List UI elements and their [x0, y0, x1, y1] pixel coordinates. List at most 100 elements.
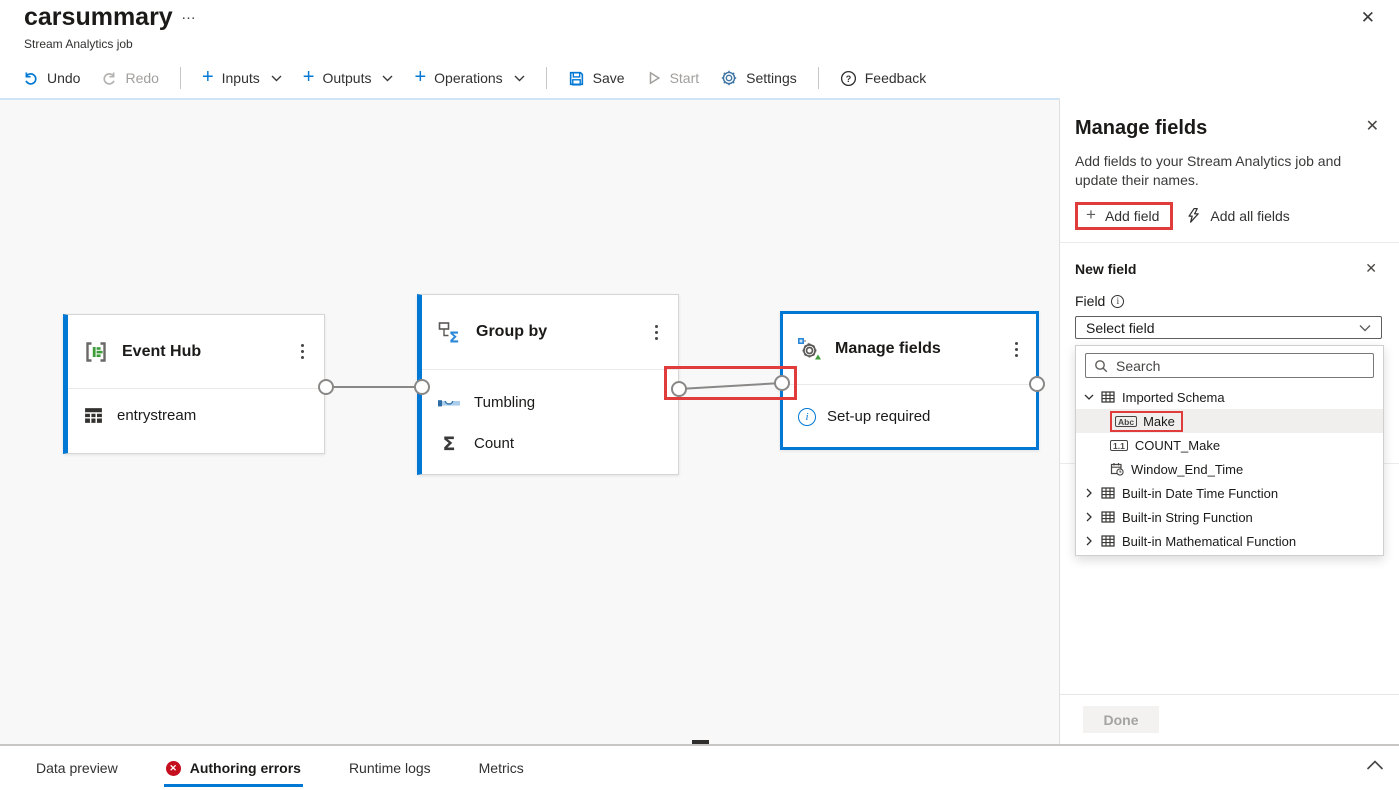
add-field-button[interactable]: + Add field [1075, 201, 1174, 230]
add-outputs-button[interactable]: + Outputs [302, 66, 394, 88]
node-header: Σ Group by [422, 295, 678, 370]
panel-title: Manage fields [1075, 117, 1208, 139]
tree-item-count-make[interactable]: 1.1 COUNT_Make [1076, 433, 1383, 457]
feedback-button[interactable]: ? Feedback [840, 70, 926, 87]
node-menu-icon[interactable] [650, 321, 663, 344]
window-type-label: Tumbling [474, 394, 536, 411]
node-menu-icon[interactable] [296, 340, 309, 363]
node-menu-icon[interactable] [1010, 338, 1023, 361]
settings-button[interactable]: Settings [720, 69, 797, 87]
node-title: Manage fields [835, 340, 941, 357]
save-icon [568, 70, 585, 87]
table-icon [1101, 534, 1115, 548]
tab-runtime-logs[interactable]: Runtime logs [348, 760, 431, 776]
text-type-icon: Abc [1115, 415, 1138, 427]
select-value: Select field [1086, 319, 1155, 336]
done-button[interactable]: Done [1083, 706, 1159, 733]
job-type-label: Stream Analytics job [24, 37, 133, 51]
svg-text:Σ: Σ [449, 329, 459, 346]
plus-icon: + [414, 66, 427, 88]
tab-metrics[interactable]: Metrics [478, 760, 524, 776]
search-icon [1094, 359, 1108, 373]
tab-data-preview[interactable]: Data preview [36, 760, 118, 776]
svg-text:?: ? [846, 73, 851, 83]
tree-group-datetime-functions[interactable]: Built-in Date Time Function [1076, 481, 1383, 505]
chevron-down-icon [1359, 324, 1371, 332]
diagram-canvas[interactable]: Event Hub entrystream Σ Group by Tumbli [0, 100, 1059, 744]
save-button[interactable]: Save [568, 70, 625, 87]
search-box[interactable] [1085, 353, 1374, 378]
undo-icon [23, 70, 39, 86]
chevron-right-icon [1084, 488, 1094, 498]
edge-groupby-managefields[interactable] [678, 382, 783, 390]
panel-description: Add fields to your Stream Analytics job … [1075, 153, 1342, 188]
chevron-down-icon [514, 75, 525, 82]
node-body: i Set-up required [783, 385, 1036, 437]
node-body: entrystream [68, 389, 324, 436]
play-icon [646, 70, 662, 86]
close-icon[interactable]: ✕ [1365, 118, 1379, 135]
chevron-right-icon [1084, 536, 1094, 546]
redo-icon [101, 70, 117, 86]
redo-button[interactable]: Redo [101, 70, 159, 86]
aggregate-label: Count [474, 435, 515, 452]
add-operations-button[interactable]: + Operations [414, 66, 525, 88]
info-icon: i [798, 407, 816, 426]
tree-group-string-functions[interactable]: Built-in String Function [1076, 505, 1383, 529]
node-header: Manage fields [783, 314, 1036, 385]
collapse-panel-chevron-up-icon[interactable] [1366, 760, 1384, 770]
table-icon [1101, 390, 1115, 404]
start-button[interactable]: Start [646, 70, 699, 86]
input-source-label: entrystream [117, 407, 197, 424]
calendar-clock-icon [1110, 462, 1124, 476]
chevron-right-icon [1084, 512, 1094, 522]
panel-divider [1060, 242, 1399, 243]
plus-icon: + [1086, 205, 1096, 224]
field-select-dropdown[interactable]: Select field [1075, 316, 1382, 339]
number-type-icon: 1.1 [1110, 439, 1128, 451]
toolbar-divider [179, 67, 181, 89]
add-inputs-button[interactable]: + Inputs [202, 67, 282, 87]
tree-group-imported-schema[interactable]: Imported Schema [1076, 385, 1383, 409]
job-title: carsummary [24, 3, 173, 31]
node-title: Group by [476, 323, 548, 340]
node-manage-fields[interactable]: Manage fields i Set-up required [780, 311, 1039, 450]
horizontal-scrollbar-thumb[interactable] [692, 740, 709, 746]
toolbar-divider [817, 67, 819, 89]
tree-group-math-functions[interactable]: Built-in Mathematical Function [1076, 529, 1383, 553]
chevron-down-icon [382, 75, 393, 82]
node-group-by[interactable]: Σ Group by Tumbling Σ Count [417, 294, 679, 475]
close-icon[interactable]: ✕ [1360, 8, 1375, 27]
node-title: Event Hub [122, 342, 202, 360]
field-label: Field [1075, 293, 1106, 309]
command-bar: Undo Redo + Inputs + Outputs + Operation… [0, 58, 1399, 100]
manage-fields-icon [796, 336, 822, 362]
search-input[interactable] [1116, 357, 1365, 374]
tree-item-window-end-time[interactable]: Window_End_Time [1076, 457, 1383, 481]
field-dropdown-list: Imported Schema Abc Make 1.1 COUNT_Make … [1075, 345, 1384, 556]
event-hub-icon [83, 339, 109, 365]
sigma-icon: Σ [442, 432, 456, 455]
more-menu-icon[interactable]: … [181, 6, 197, 23]
close-icon[interactable]: ✕ [1365, 260, 1377, 276]
info-icon: i [1111, 294, 1125, 308]
undo-button[interactable]: Undo [23, 70, 80, 86]
lightning-icon [1186, 207, 1201, 224]
add-all-fields-button[interactable]: Add all fields [1186, 207, 1290, 224]
table-icon [1101, 486, 1115, 500]
bottom-tab-bar: Data preview ✕ Authoring errors Runtime … [0, 744, 1399, 790]
error-icon: ✕ [165, 760, 181, 776]
chevron-down-icon [271, 75, 282, 82]
tree-item-make[interactable]: Abc Make [1076, 409, 1383, 433]
tab-authoring-errors[interactable]: ✕ Authoring errors [163, 746, 304, 790]
node-body: Tumbling Σ Count [422, 370, 678, 464]
node-event-hub[interactable]: Event Hub entrystream [63, 314, 325, 454]
chevron-down-icon [1084, 394, 1094, 400]
plus-icon: + [302, 66, 315, 88]
group-by-icon: Σ [437, 319, 463, 345]
annotation-highlight-make: Abc Make [1110, 410, 1183, 432]
toolbar-divider [545, 67, 547, 89]
tumbling-window-icon [437, 395, 461, 411]
gear-icon [720, 69, 738, 87]
